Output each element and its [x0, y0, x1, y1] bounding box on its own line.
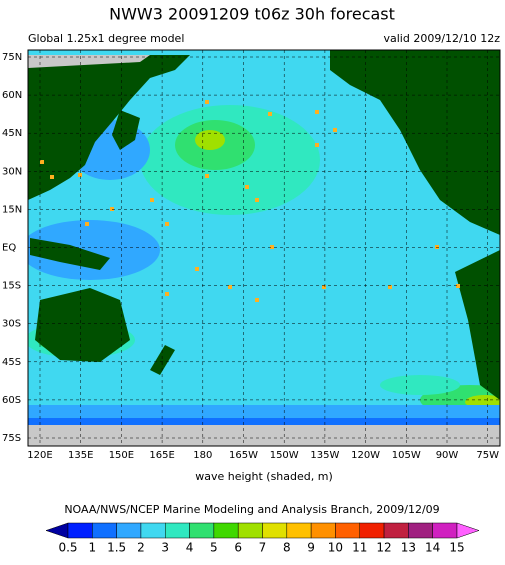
colorbar-swatch [165, 522, 190, 539]
colorbar-label: 4 [186, 541, 194, 555]
colorbar-swatch [408, 522, 433, 539]
colorbar: 0.5 1 1.5 2 3 4 5 6 7 8 9 10 11 12 13 14 15 [45, 522, 480, 555]
colorbar-swatch [140, 522, 166, 539]
lat-label: 15S [2, 281, 21, 292]
colorbar-label: 2 [137, 541, 145, 555]
colorbar-label: 3 [161, 541, 169, 555]
lat-label: 60N [2, 90, 22, 101]
lon-label: 75W [476, 450, 499, 461]
colorbar-label: 5 [210, 541, 218, 555]
colorbar-swatch [383, 522, 409, 539]
colorbar-label: 11 [352, 541, 367, 555]
lat-label: 15N [2, 204, 22, 215]
colorbar-arrow [45, 522, 69, 539]
colorbar-swatch [189, 522, 215, 539]
title: NWW3 20091209 t06z 30h forecast [109, 5, 395, 24]
colorbar-label: 9 [307, 541, 315, 555]
lat-label: EQ [2, 243, 16, 254]
colorbar-label: 1.5 [107, 541, 126, 555]
colorbar-swatch [237, 522, 263, 539]
lon-label: 105W [392, 450, 421, 461]
lat-label: 30S [2, 319, 21, 330]
lat-label: 75N [2, 52, 22, 63]
colorbar-label: 7 [259, 541, 267, 555]
lat-label: 75S [2, 433, 21, 444]
x-label: wave height (shaded, m) [195, 470, 333, 483]
colorbar-label: 6 [234, 541, 242, 555]
lon-label: 150E [109, 450, 134, 461]
lat-label: 45N [2, 128, 22, 139]
map-frame [27, 49, 501, 447]
colorbar-swatch [310, 522, 336, 539]
colorbar-swatch [262, 522, 288, 539]
colorbar-label: 8 [283, 541, 291, 555]
colorbar-label: 12 [376, 541, 391, 555]
lon-label: 150W [270, 450, 299, 461]
lon-label: 90W [436, 450, 459, 461]
lon-label: 120E [27, 450, 52, 461]
lon-label: 120W [351, 450, 380, 461]
graticule [28, 50, 500, 446]
colorbar-label: 1 [88, 541, 96, 555]
colorbar-arrow [456, 522, 480, 539]
colorbar-swatch [92, 522, 117, 539]
colorbar-label: 15 [449, 541, 464, 555]
lon-label: 165W [229, 450, 258, 461]
colorbar-swatch [286, 522, 312, 539]
lat-label: 30N [2, 166, 22, 177]
lat-label: 45S [2, 357, 21, 368]
subtitle-left: Global 1.25x1 degree model [28, 32, 184, 45]
colorbar-swatch [432, 522, 458, 539]
colorbar-swatch [359, 522, 385, 539]
colorbar-label: 10 [328, 541, 343, 555]
lon-label: 135E [68, 450, 93, 461]
lon-label: 180 [193, 450, 212, 461]
map-field [28, 50, 500, 446]
lon-label: 165E [149, 450, 174, 461]
lat-label: 60S [2, 395, 21, 406]
lon-label: 135W [310, 450, 339, 461]
colorbar-label: 13 [401, 541, 416, 555]
colorbar-swatch [116, 522, 142, 539]
credit: NOAA/NWS/NCEP Marine Modeling and Analys… [64, 503, 439, 516]
colorbar-swatch [335, 522, 360, 539]
subtitle-right: valid 2009/12/10 12z [383, 32, 500, 45]
colorbar-swatch [67, 522, 93, 539]
colorbar-label: 14 [425, 541, 440, 555]
colorbar-label: 0.5 [58, 541, 77, 555]
colorbar-swatch [213, 522, 239, 539]
